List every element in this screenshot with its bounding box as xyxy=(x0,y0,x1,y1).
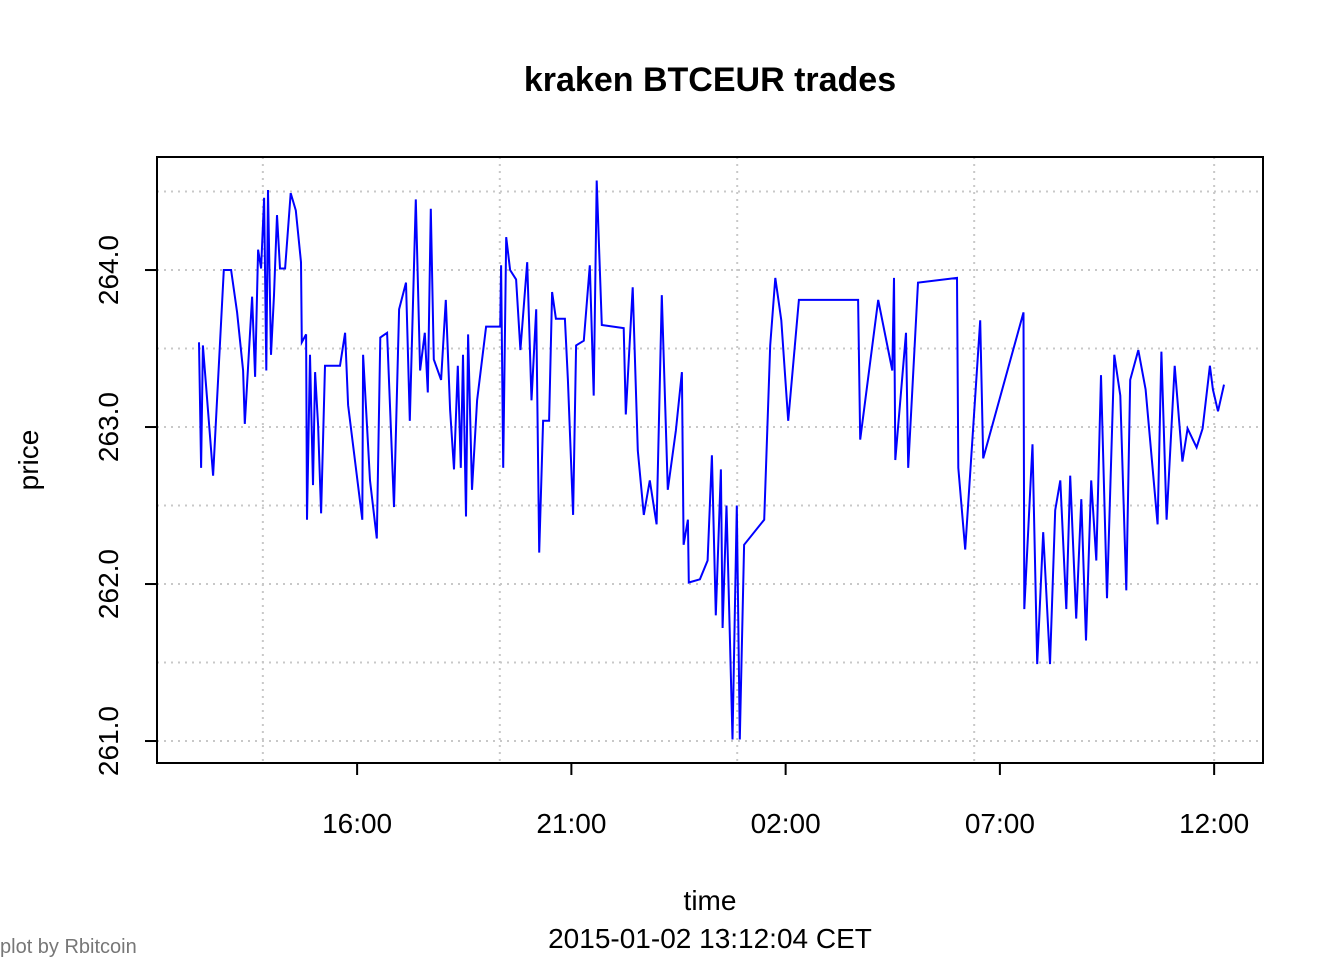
x-axis-label: time xyxy=(684,885,737,916)
y-tick-label: 261.0 xyxy=(93,706,124,776)
x-tick-label: 16:00 xyxy=(322,808,392,839)
chart-title: kraken BTCEUR trades xyxy=(524,61,896,99)
y-tick-label: 262.0 xyxy=(93,549,124,619)
x-tick-label: 02:00 xyxy=(751,808,821,839)
y-axis-label: price xyxy=(13,430,44,491)
y-tick-label: 264.0 xyxy=(93,235,124,305)
plot-frame xyxy=(156,156,1264,764)
price-line xyxy=(198,180,1225,740)
x-tick-label: 12:00 xyxy=(1179,808,1249,839)
subtitle: 2015-01-02 13:12:04 CET xyxy=(548,923,872,954)
credit: plot by Rbitcoin xyxy=(0,936,137,958)
x-tick-label: 21:00 xyxy=(536,808,606,839)
y-tick-label: 263.0 xyxy=(93,392,124,462)
x-tick-label: 07:00 xyxy=(965,808,1035,839)
